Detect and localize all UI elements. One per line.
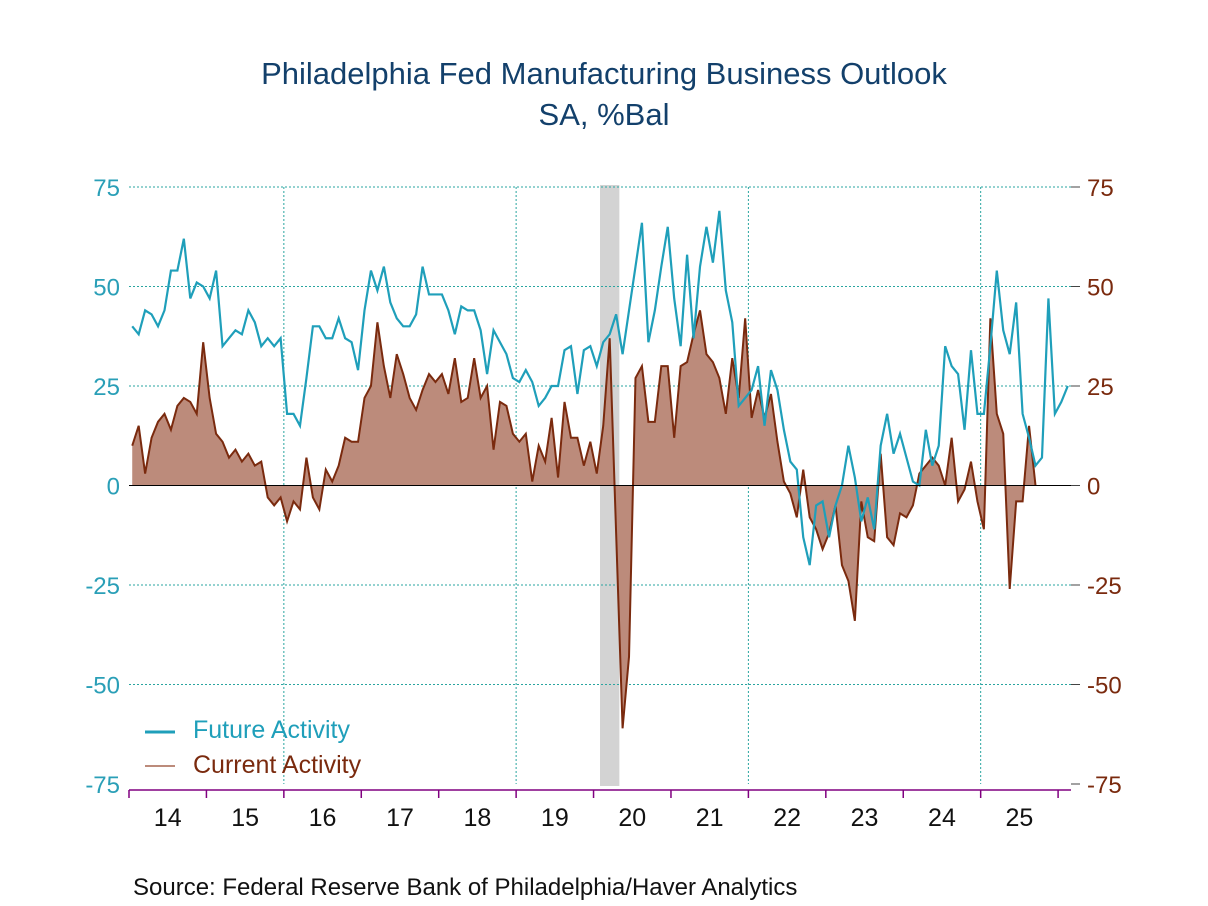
y-tick-right: 0 (1087, 474, 1100, 501)
x-tick-label: 14 (154, 804, 182, 832)
series-current-activity-area (132, 310, 1036, 729)
x-tick-label: 20 (618, 804, 646, 832)
x-tick-label: 23 (851, 804, 879, 832)
y-tick-left: -50 (85, 673, 120, 700)
x-tick-label: 15 (231, 804, 259, 832)
x-tick-label: 21 (696, 804, 724, 832)
series-current-activity-line (131, 310, 1037, 729)
y-tick-left: 75 (93, 175, 120, 202)
y-tick-right: 50 (1087, 275, 1114, 302)
y-tick-right: 75 (1087, 175, 1114, 202)
chart-title: Philadelphia Fed Manufacturing Business … (261, 56, 947, 91)
legend-future-label: Future Activity (193, 716, 350, 744)
chart-subtitle: SA, %Bal (539, 97, 670, 132)
x-tick-label: 17 (386, 804, 414, 832)
y-tick-left: 50 (93, 275, 120, 302)
x-tick-label: 16 (309, 804, 337, 832)
y-tick-right: 25 (1087, 374, 1114, 401)
x-tick-label: 18 (464, 804, 492, 832)
y-tick-right: -50 (1087, 673, 1122, 700)
y-tick-left: 25 (93, 374, 120, 401)
x-tick-label: 22 (773, 804, 801, 832)
y-tick-left: 0 (107, 474, 120, 501)
y-tick-right: -25 (1087, 573, 1122, 600)
y-tick-left: -75 (85, 772, 120, 799)
series-future-activity-line (131, 210, 1069, 566)
x-tick-label: 24 (928, 804, 956, 832)
y-tick-left: -25 (85, 573, 120, 600)
legend-current-label: Current Activity (193, 751, 362, 779)
x-tick-label: 25 (1005, 804, 1033, 832)
y-tick-right: -75 (1087, 772, 1122, 799)
source-note: Source: Federal Reserve Bank of Philadel… (133, 874, 797, 901)
x-tick-label: 19 (541, 804, 569, 832)
